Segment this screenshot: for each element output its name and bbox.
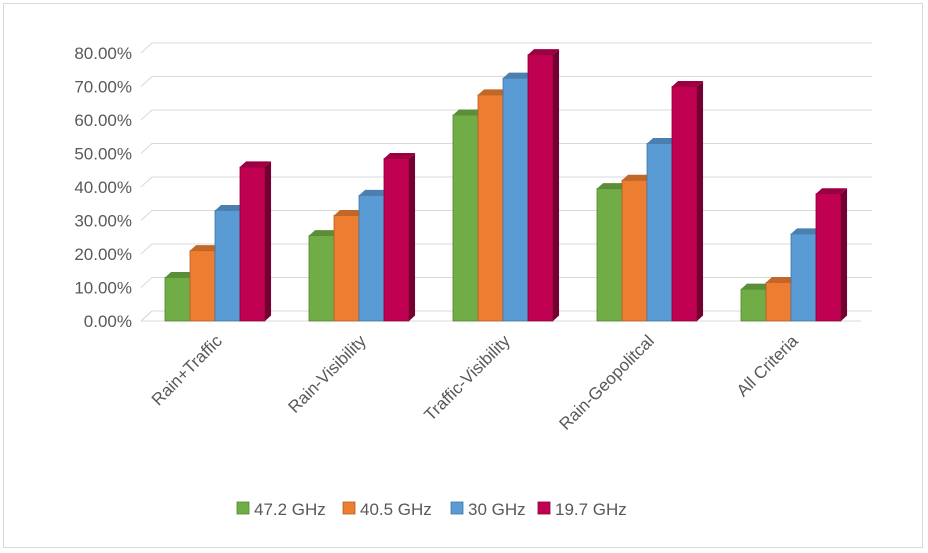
legend-label: 19.7 GHz (555, 500, 627, 519)
x-category-label: Traffic-Visibility (420, 331, 514, 425)
x-category-label: Rain-Geopolitcal (556, 331, 658, 433)
legend-item: 30 GHz (450, 500, 526, 519)
gridline (140, 76, 872, 87)
gridline (140, 143, 872, 154)
bar (308, 230, 341, 322)
legend-swatch (537, 501, 551, 515)
gridline (140, 42, 872, 54)
x-axis-categories: Rain+Traffic Rain-Visibility Traffic-Visib… (148, 331, 802, 434)
legend-label: 47.2 GHz (254, 500, 326, 519)
bar (239, 161, 272, 322)
bar (527, 49, 560, 322)
y-tick-label: 50.00% (74, 145, 132, 164)
x-category-label: All Criteria (733, 331, 802, 400)
x-category-label: Rain+Traffic (148, 331, 226, 409)
legend-label: 40.5 GHz (360, 500, 432, 519)
bars (164, 49, 848, 322)
y-tick-label: 60.00% (74, 111, 132, 130)
y-tick-label: 30.00% (74, 212, 132, 231)
legend-item: 40.5 GHz (342, 500, 432, 519)
legend-swatch (450, 501, 464, 515)
bar (815, 188, 848, 322)
x-category-label: Rain-Visibility (284, 331, 370, 417)
y-tick-label: 0.00% (84, 312, 132, 331)
y-tick-label: 70.00% (74, 78, 132, 97)
bar (383, 153, 416, 322)
legend-item: 19.7 GHz (537, 500, 627, 519)
bar-chart: 0.00% 10.00% 20.00% 30.00% 40.00% 50.00% 60.00… (74, 42, 872, 519)
legend-swatch (236, 501, 250, 515)
y-tick-label: 20.00% (74, 245, 132, 264)
y-tick-label: 40.00% (74, 178, 132, 197)
gridline (140, 109, 872, 121)
legend: 47.2 GHz 40.5 GHz 30 GHz 19.7 GHz (236, 500, 627, 519)
chart-frame: 0.00% 10.00% 20.00% 30.00% 40.00% 50.00% 60.00… (3, 3, 923, 548)
y-tick-label: 10.00% (74, 279, 132, 298)
y-tick-label: 80.00% (74, 44, 132, 63)
y-axis-ticks: 0.00% 10.00% 20.00% 30.00% 40.00% 50.00% 60.00… (74, 44, 132, 331)
legend-swatch (342, 501, 356, 515)
bar (671, 81, 704, 322)
legend-item: 47.2 GHz (236, 500, 326, 519)
legend-label: 30 GHz (468, 500, 526, 519)
